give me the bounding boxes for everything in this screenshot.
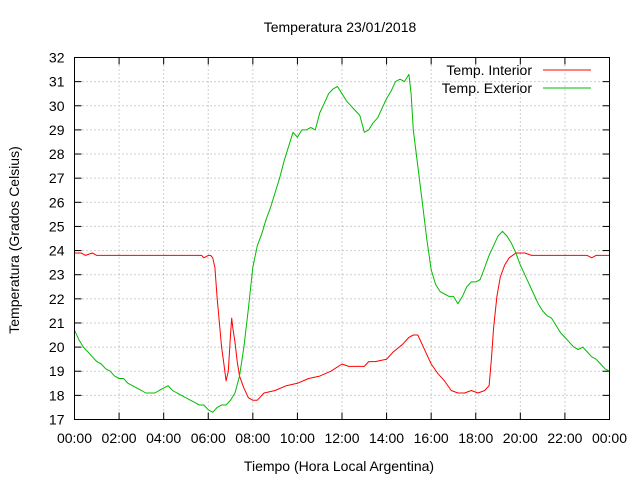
y-tick-label: 17: [49, 412, 65, 428]
series-lines: [74, 73, 610, 413]
series-line-interior: [74, 252, 610, 401]
x-tick-label: 00:00: [592, 430, 627, 446]
x-tick-label: 04:00: [146, 430, 181, 446]
plot-frame: [74, 57, 610, 420]
legend-label-interior: Temp. Interior: [446, 62, 532, 78]
series-line-exterior: [74, 73, 610, 413]
y-tick-label: 28: [49, 146, 65, 162]
x-tick-label: 08:00: [235, 430, 270, 446]
x-tick-label: 06:00: [191, 430, 226, 446]
y-tick-label: 30: [49, 98, 65, 114]
x-tick-labels: 00:00 02:00 04:00 06:00 08:00 10:00 12:00 14:00…: [57, 430, 627, 446]
y-tick-label: 26: [49, 194, 65, 210]
y-tick-label: 32: [49, 50, 65, 66]
y-tick-label: 31: [49, 74, 65, 90]
x-tick-label: 18:00: [458, 430, 493, 446]
y-tick-labels: 17 18 19 20 21 22 23 24 25 26 27 28 29 30 31 32: [49, 50, 65, 428]
chart-title: Temperatura 23/01/2018: [264, 19, 417, 35]
y-tick-label: 29: [49, 122, 65, 138]
x-tick-label: 10:00: [280, 430, 315, 446]
legend: Temp. Interior Temp. Exterior: [442, 62, 591, 96]
x-tick-label: 20:00: [503, 430, 538, 446]
y-tick-label: 19: [49, 363, 65, 379]
y-tick-label: 27: [49, 170, 65, 186]
x-tick-label: 12:00: [324, 430, 359, 446]
y-tick-label: 20: [49, 339, 65, 355]
x-tick-label: 00:00: [57, 430, 92, 446]
x-tick-label: 14:00: [369, 430, 404, 446]
y-axis-label: Temperatura (Grados Celsius): [6, 146, 22, 334]
x-axis-label: Tiempo (Hora Local Argentina): [244, 458, 434, 474]
y-tick-label: 23: [49, 267, 65, 283]
y-tick-label: 22: [49, 291, 65, 307]
grid-lines: [74, 57, 610, 420]
x-tick-label: 22:00: [547, 430, 582, 446]
x-tick-label: 16:00: [414, 430, 449, 446]
y-tick-label: 21: [49, 315, 65, 331]
y-tick-label: 18: [49, 387, 65, 403]
y-tick-label: 24: [49, 243, 65, 259]
legend-label-exterior: Temp. Exterior: [442, 80, 533, 96]
x-tick-label: 02:00: [102, 430, 137, 446]
y-tick-label: 25: [49, 218, 65, 234]
